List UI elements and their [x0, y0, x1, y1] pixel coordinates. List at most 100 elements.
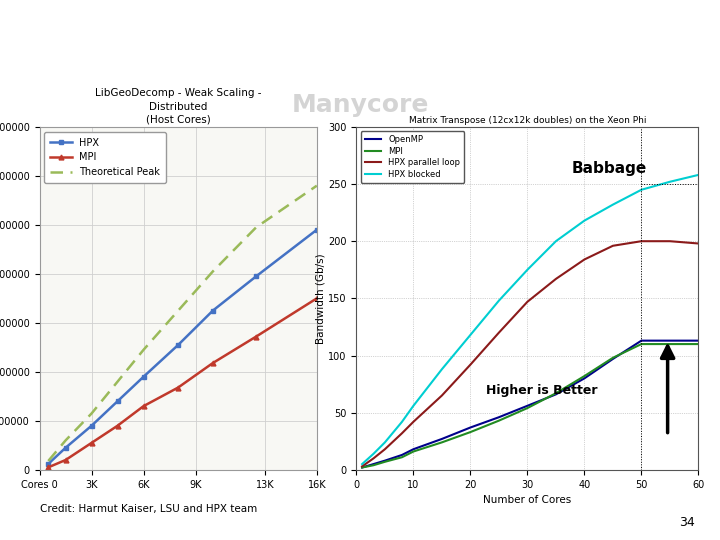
HPX blocked: [369, 450, 378, 457]
MPI: [209, 360, 217, 366]
HPX parallel loop: [523, 299, 531, 305]
Line: Theoretical Peak: Theoretical Peak: [48, 186, 317, 461]
MPI: [495, 417, 503, 424]
Title: LibGeoDecomp - Weak Scaling -
Distributed
(Host Cores): LibGeoDecomp - Weak Scaling - Distribute…: [95, 89, 261, 125]
Line: HPX: HPX: [46, 227, 319, 467]
Text: 34: 34: [679, 516, 695, 530]
MPI: [694, 341, 703, 347]
HPX: [113, 398, 122, 404]
Theoretical Peak: [174, 307, 183, 314]
OpenMP: [397, 451, 406, 458]
HPX blocked: [694, 172, 703, 178]
HPX parallel loop: [608, 242, 617, 249]
MPI: [409, 448, 418, 455]
HPX: [139, 374, 148, 380]
Theoretical Peak: [252, 224, 261, 231]
Y-axis label: Bandwidth (Gb/s): Bandwidth (Gb/s): [315, 253, 325, 343]
MPI: [397, 454, 406, 461]
HPX parallel loop: [637, 238, 646, 245]
OpenMP: [580, 375, 589, 382]
Title: Matrix Transpose (12cx12k doubles) on the Xeon Phi: Matrix Transpose (12cx12k doubles) on th…: [409, 116, 646, 125]
Theoretical Peak: [312, 183, 321, 189]
OpenMP: [466, 424, 474, 431]
HPX blocked: [381, 439, 390, 446]
Legend: OpenMP, MPI, HPX parallel loop, HPX blocked: OpenMP, MPI, HPX parallel loop, HPX bloc…: [361, 131, 464, 183]
MPI: [358, 464, 366, 471]
HPX: [87, 422, 96, 429]
HPX: [174, 342, 183, 348]
HPX blocked: [438, 366, 446, 373]
HPX parallel loop: [665, 238, 674, 245]
MPI: [369, 462, 378, 469]
HPX parallel loop: [466, 361, 474, 368]
MPI: [466, 429, 474, 435]
OpenMP: [552, 391, 560, 397]
MPI: [608, 355, 617, 361]
HPX blocked: [665, 179, 674, 185]
OpenMP: [665, 338, 674, 344]
Line: HPX blocked: HPX blocked: [362, 175, 698, 464]
HPX: [61, 444, 70, 451]
HPX: [44, 461, 53, 467]
HPX blocked: [466, 332, 474, 338]
HPX blocked: [608, 201, 617, 208]
HPX parallel loop: [495, 329, 503, 336]
OpenMP: [523, 402, 531, 409]
MPI: [665, 341, 674, 347]
Theoretical Peak: [87, 410, 96, 417]
HPX blocked: [580, 218, 589, 224]
MPI: [523, 405, 531, 411]
X-axis label: Number of Cores: Number of Cores: [483, 495, 572, 505]
HPX parallel loop: [369, 455, 378, 462]
HPX parallel loop: [381, 446, 390, 453]
HPX blocked: [637, 186, 646, 193]
HPX parallel loop: [694, 240, 703, 247]
Text: Credit: Harmut Kaiser, LSU and HPX team: Credit: Harmut Kaiser, LSU and HPX team: [40, 504, 257, 514]
Line: MPI: MPI: [362, 344, 698, 468]
HPX parallel loop: [397, 430, 406, 436]
HPX blocked: [552, 238, 560, 245]
HPX blocked: [495, 298, 503, 304]
MPI: [139, 403, 148, 409]
MPI: [44, 464, 53, 470]
Text: Manycore: Manycore: [292, 55, 428, 78]
MPI: [438, 439, 446, 446]
OpenMP: [438, 436, 446, 442]
Theoretical Peak: [44, 458, 53, 464]
MPI: [580, 373, 589, 379]
HPX: [209, 307, 217, 314]
HPX parallel loop: [358, 463, 366, 470]
HPX parallel loop: [552, 276, 560, 282]
HPX parallel loop: [409, 418, 418, 425]
OpenMP: [608, 356, 617, 362]
OpenMP: [409, 446, 418, 453]
MPI: [637, 341, 646, 347]
Legend: HPX, MPI, Theoretical Peak: HPX, MPI, Theoretical Peak: [45, 132, 166, 183]
OpenMP: [694, 338, 703, 344]
Theoretical Peak: [139, 347, 148, 353]
Theoretical Peak: [113, 379, 122, 385]
OpenMP: [637, 338, 646, 344]
OpenMP: [381, 457, 390, 464]
HPX: [252, 273, 261, 280]
HPX parallel loop: [580, 256, 589, 263]
Text: Babbage: Babbage: [572, 161, 647, 176]
Text: Manycore: Manycore: [292, 93, 428, 117]
HPX blocked: [358, 461, 366, 467]
Text: Higher is Better: Higher is Better: [487, 384, 598, 397]
MPI: [174, 384, 183, 391]
OpenMP: [358, 464, 366, 471]
MPI: [252, 333, 261, 340]
MPI: [312, 295, 321, 301]
MPI: [61, 457, 70, 463]
OpenMP: [369, 461, 378, 467]
HPX: [312, 227, 321, 233]
Theoretical Peak: [209, 268, 217, 275]
HPX blocked: [397, 418, 406, 425]
HPX blocked: [409, 402, 418, 409]
HPX parallel loop: [438, 392, 446, 399]
HPX blocked: [523, 267, 531, 273]
Line: HPX parallel loop: HPX parallel loop: [362, 241, 698, 467]
Theoretical Peak: [61, 437, 70, 444]
OpenMP: [495, 414, 503, 421]
